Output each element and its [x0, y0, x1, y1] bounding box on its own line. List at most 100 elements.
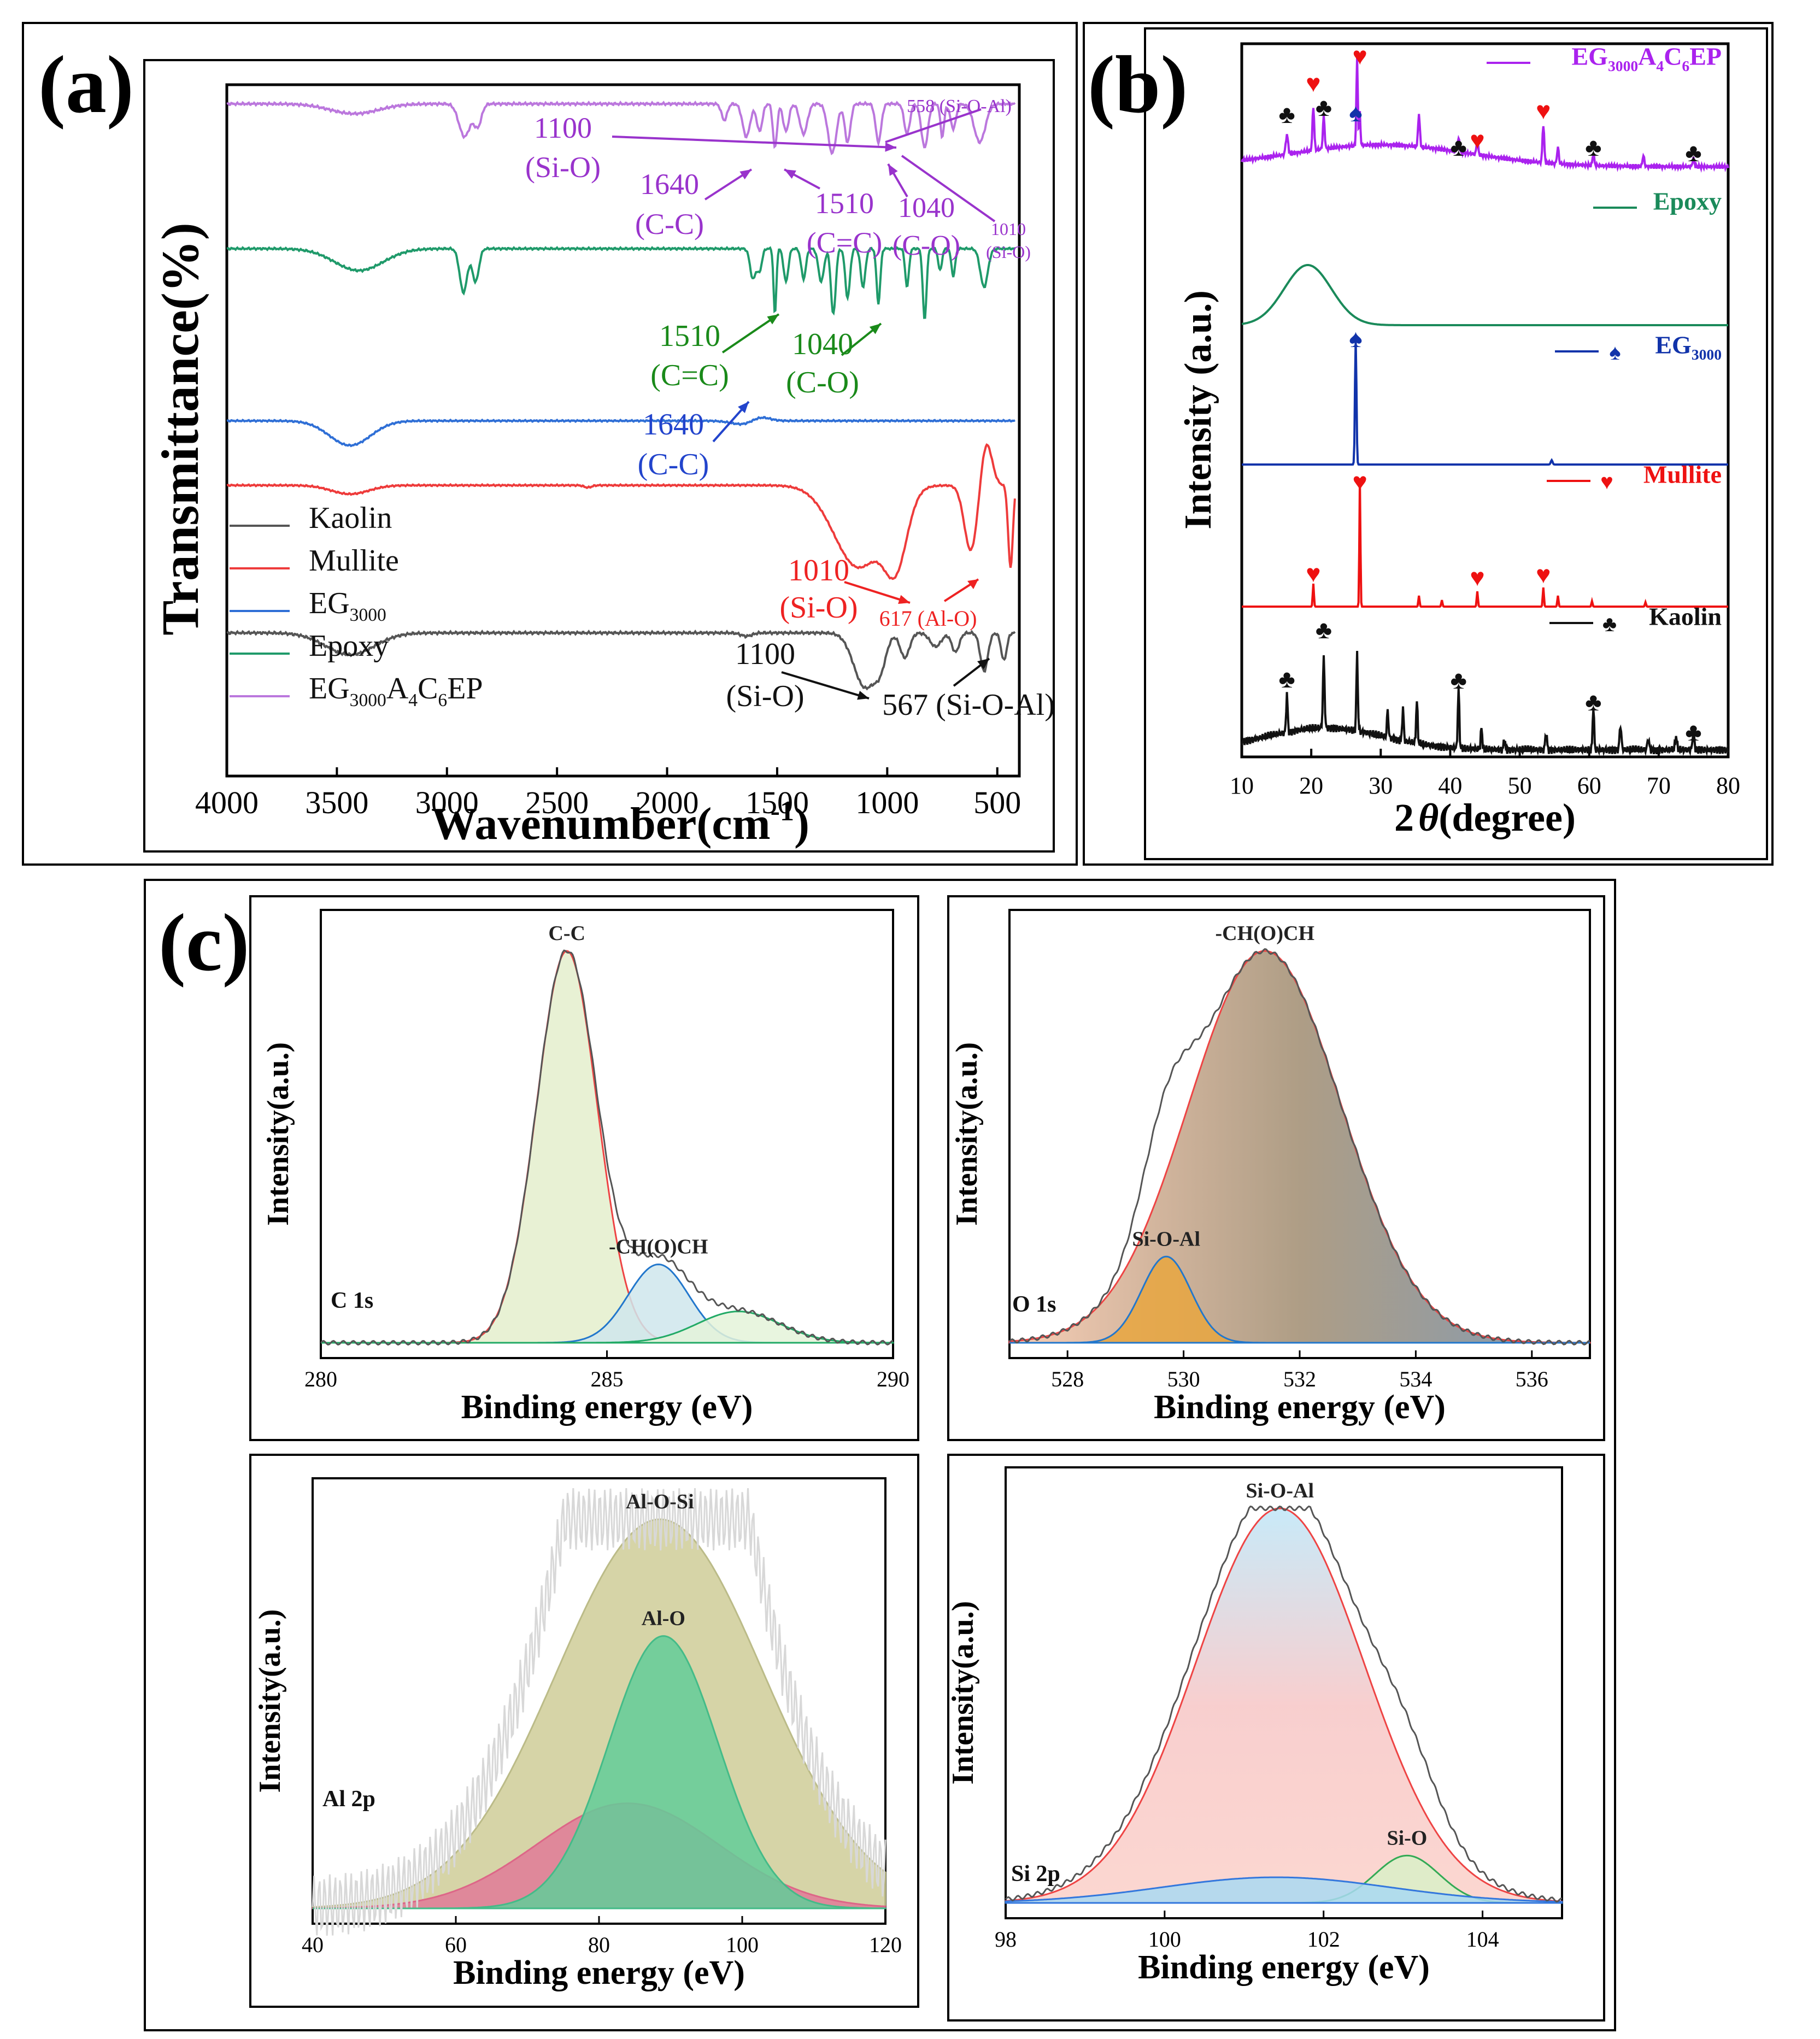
- x-tick-label: 1000: [855, 785, 919, 820]
- legend-text: EP: [447, 672, 483, 706]
- peak-marker: ♣: [1316, 93, 1332, 121]
- x-tick-label: 530: [1167, 1367, 1200, 1391]
- arrowhead: [898, 595, 910, 604]
- ftir-curves: [226, 101, 1016, 691]
- x-axis-label: Wavenumber(cm-1): [431, 796, 809, 849]
- arrowhead: [888, 164, 898, 176]
- annotation-bond: (C=C): [650, 359, 729, 392]
- annotation-wavenumber: 1640: [643, 408, 704, 442]
- annotation-arrow: [901, 155, 996, 222]
- annotation-wavenumber: 617 (Al-O): [879, 606, 977, 631]
- legend-entry: Epoxy: [1653, 187, 1722, 215]
- x-tick-label: 2000: [636, 785, 699, 820]
- subscript: 6: [438, 690, 447, 710]
- panel-c-frame: [144, 879, 1616, 2031]
- y-axis-label: Transmittance(%): [151, 222, 209, 635]
- x-tick-label: 536: [1516, 1367, 1548, 1391]
- arrowhead: [967, 579, 978, 589]
- legend-text: C: [418, 672, 438, 706]
- legend-entry: Epoxy: [309, 629, 389, 663]
- subscript: 3000: [1608, 57, 1638, 74]
- legend-marker: ♠: [1609, 340, 1621, 365]
- annotation-bond: (C-C): [638, 448, 709, 481]
- peak-markers: ♣♣♣♣♣♥♥♥ ♥♠♣ ♣♣ ♣ ♣♥♥♥♥♠: [1279, 42, 1702, 746]
- kaolin-pattern: [1241, 651, 1729, 757]
- panel-b: (b) 10 20 30 40 50 60 70 80 ♣♣♣♣♣♥♥♥ ♥♠♣ ♣♣ ♣ ♣♥♥♥♥…: [1083, 22, 1774, 866]
- eg3000-curve: [226, 416, 1016, 448]
- x-tick-label: 60: [1577, 772, 1601, 799]
- peak-label: C-C: [548, 922, 585, 945]
- x-tick-label: 3500: [305, 785, 368, 820]
- peak-label: Al-O-Si: [626, 1490, 694, 1513]
- peak-marker: ♥: [1306, 560, 1320, 587]
- x-axis-label: Binding energy (eV): [461, 1389, 753, 1426]
- subplot-al2p: 40 60 80 100 120 Al-O-Si Al-O Al 2p Binding ener…: [253, 1477, 902, 1991]
- legend-text: Mullite: [1643, 461, 1722, 489]
- mullite-pattern: [1242, 478, 1728, 608]
- plot-b-axes: [1240, 42, 1730, 759]
- raw-spectrum: [320, 949, 894, 1346]
- eg3000-pattern: [1242, 338, 1728, 466]
- annotation-arrow: [844, 581, 911, 604]
- fit-component: [1005, 1876, 1563, 1904]
- annotation-arrow: [885, 108, 982, 143]
- legend-text: EG: [1655, 331, 1691, 359]
- panel-a-label: (a): [38, 39, 134, 130]
- peak-label: Si-O: [1387, 1826, 1427, 1849]
- annotation-wavenumber: 1040: [792, 327, 853, 361]
- annotation-arrow: [612, 136, 897, 149]
- subscript: 3000: [350, 690, 386, 710]
- legend-text: Epoxy: [309, 629, 389, 663]
- peak-label: -CH(O)CH: [609, 1236, 708, 1259]
- x-tick-label: 104: [1466, 1927, 1499, 1952]
- x-tick-label: 1500: [745, 785, 809, 820]
- peak-label: -CH(O)CH: [1216, 922, 1315, 945]
- legend-entry: EG3000: [1655, 331, 1722, 363]
- annotation-wavenumber: 558 (Si-O-Al): [907, 96, 1012, 116]
- annotation-wavenumber: 1100: [534, 111, 592, 144]
- x-tick-label: 98: [995, 1927, 1017, 1952]
- legend-text: Kaolin: [309, 501, 392, 535]
- legend-entry: Kaolin: [309, 501, 392, 535]
- x-axis-label: 2 θ(degree): [1394, 796, 1576, 839]
- annotation-bond: (Si-O): [525, 151, 601, 184]
- x-tick-label: 528: [1051, 1367, 1084, 1391]
- subplot-si2p: 98 100 102 104 Si-O-Al Si-O Si 2p Binding energ…: [946, 1466, 1563, 1986]
- subscript: 4: [408, 690, 418, 710]
- x-tick-label: 50: [1508, 772, 1532, 799]
- subplot-o1s-frame: [947, 895, 1605, 1441]
- annotation-wavenumber: 1510: [659, 319, 720, 353]
- peak-marker: ♣: [1279, 101, 1295, 128]
- annotation-bond: (Si-O): [986, 242, 1031, 262]
- x-tick-label: 285: [591, 1367, 624, 1391]
- annotation-bond: (C-C): [635, 208, 704, 240]
- annotation-wavenumber: 1640: [640, 168, 699, 201]
- x-tick-label: 80: [1716, 772, 1740, 799]
- fit-component: [1009, 1255, 1590, 1344]
- legend-text: EG: [309, 672, 350, 706]
- y-axis-label: Intensity(a.u.): [950, 1042, 984, 1226]
- x-tick-label: 100: [726, 1932, 759, 1957]
- peak-marker: ♥: [1352, 468, 1367, 496]
- x-axis-ticks: 10 20 30 40 50 60 70 80: [1230, 749, 1740, 799]
- x-tick-label: 290: [877, 1367, 909, 1391]
- y-axis-label: Intensity(a.u.): [946, 1601, 980, 1784]
- fit-component: [321, 950, 893, 1344]
- epoxy-pattern: [1241, 264, 1728, 326]
- x-tick-label: 30: [1369, 772, 1393, 799]
- fit-component: [1008, 950, 1591, 1344]
- raw-spectrum: [1008, 948, 1590, 1346]
- panel-b-frame: [1083, 22, 1774, 866]
- legend-text: EG: [1572, 43, 1608, 70]
- composite-curve: [226, 101, 1016, 156]
- peak-marker: ♣: [1316, 616, 1332, 644]
- legend-text: Epoxy: [1653, 187, 1722, 215]
- kaolin-curve: [226, 630, 1016, 691]
- ftir-annotations: 1100 (Si-O) 558 (Si-O-Al) 1640 (C-C) 1510 (C=C…: [525, 96, 1055, 722]
- peak-label: Al-O: [642, 1607, 685, 1630]
- legend-entry: Mullite: [1643, 461, 1722, 489]
- plot-a-frame: [143, 59, 1055, 853]
- composite-pattern: [1241, 56, 1729, 173]
- x-tick-label: 3000: [415, 785, 479, 820]
